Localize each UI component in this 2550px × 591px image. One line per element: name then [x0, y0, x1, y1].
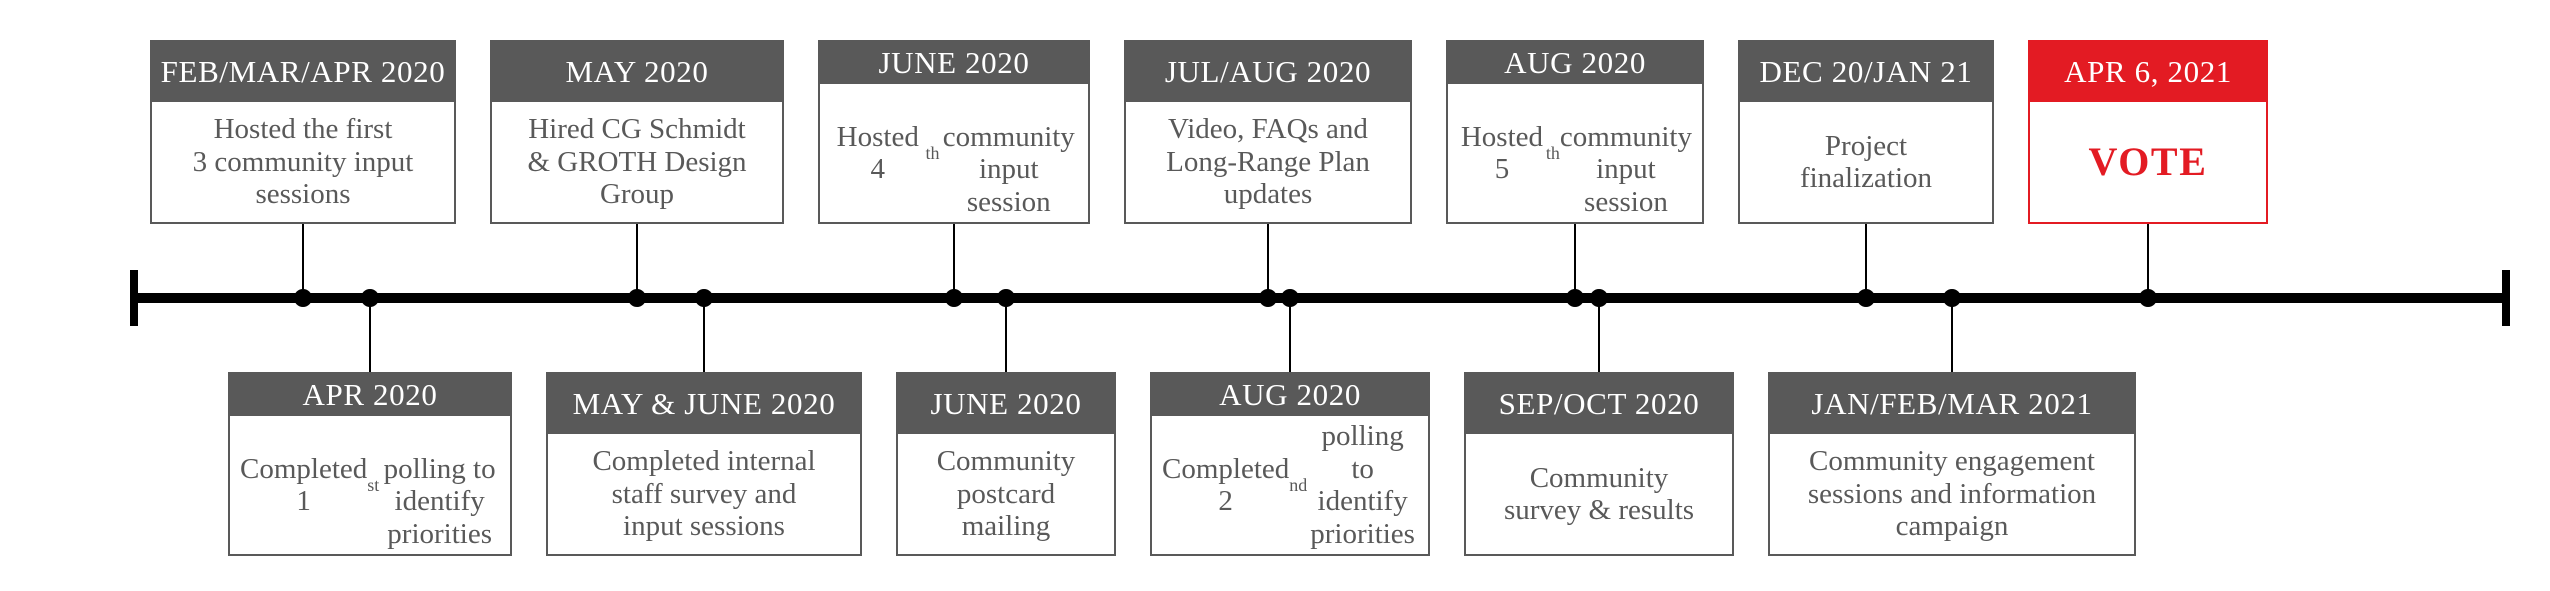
timeline-date: JUL/AUG 2020 [1126, 42, 1410, 102]
timeline-card-sep-oct-2020: SEP/OCT 2020Communitysurvey & results [1464, 372, 1734, 556]
timeline-dot [294, 289, 312, 307]
timeline-dot [997, 289, 1015, 307]
timeline-dot [628, 289, 646, 307]
timeline-date: APR 6, 2021 [2030, 42, 2266, 102]
timeline-date: FEB/MAR/APR 2020 [152, 42, 454, 102]
timeline-connector [1267, 224, 1269, 298]
timeline-card-apr-6-2021: APR 6, 2021VOTE [2028, 40, 2268, 224]
timeline-connector [1574, 224, 1576, 298]
timeline-desc: VOTE [2030, 102, 2266, 222]
timeline-connector [1598, 298, 1600, 372]
timeline-date: DEC 20/JAN 21 [1740, 42, 1992, 102]
timeline-dot [1857, 289, 1875, 307]
timeline-connector [953, 224, 955, 298]
timeline-card-feb-mar-apr-2020: FEB/MAR/APR 2020Hosted the first3 commun… [150, 40, 456, 224]
timeline-connector [1289, 298, 1291, 372]
timeline-card-aug-2020-bottom: AUG 2020Completed2nd polling toidentify … [1150, 372, 1430, 556]
timeline-dot [1943, 289, 1961, 307]
timeline-desc: Hosted 5thcommunityinput session [1448, 84, 1702, 222]
timeline-card-june-2020-top: JUNE 2020Hosted 4thcommunityinput sessio… [818, 40, 1090, 224]
timeline-card-june-2020-bottom: JUNE 2020Communitypostcardmailing [896, 372, 1116, 556]
timeline-date: AUG 2020 [1152, 374, 1428, 416]
timeline-dot [2139, 289, 2157, 307]
timeline-connector [636, 224, 638, 298]
timeline-card-aug-2020-top: AUG 2020Hosted 5thcommunityinput session [1446, 40, 1704, 224]
timeline-dot [1590, 289, 1608, 307]
timeline-desc: Hired CG Schmidt& GROTH DesignGroup [492, 102, 782, 222]
timeline-desc: Community engagementsessions and informa… [1770, 434, 2134, 554]
timeline-cap-right [2502, 270, 2510, 326]
timeline-date: JUNE 2020 [898, 374, 1114, 434]
timeline-desc: Communitysurvey & results [1466, 434, 1732, 554]
timeline-connector [2147, 224, 2149, 298]
timeline-date: AUG 2020 [1448, 42, 1702, 84]
timeline-date: MAY 2020 [492, 42, 782, 102]
timeline-date: JUNE 2020 [820, 42, 1088, 84]
timeline-dot [361, 289, 379, 307]
timeline-connector [1005, 298, 1007, 372]
timeline-connector [302, 224, 304, 298]
timeline-connector [703, 298, 705, 372]
timeline-date: MAY & JUNE 2020 [548, 374, 860, 434]
timeline-dot [695, 289, 713, 307]
timeline-card-dec20-jan21: DEC 20/JAN 21Projectfinalization [1738, 40, 1994, 224]
timeline-dot [1566, 289, 1584, 307]
timeline-dot [1281, 289, 1299, 307]
timeline-dot [945, 289, 963, 307]
timeline-date: SEP/OCT 2020 [1466, 374, 1732, 434]
timeline-connector [1865, 224, 1867, 298]
timeline-desc: Completed2nd polling toidentify prioriti… [1152, 416, 1428, 554]
timeline-card-apr-2020: APR 2020Completed 1stpolling to identify… [228, 372, 512, 556]
timeline-date: APR 2020 [230, 374, 510, 416]
timeline-card-jan-feb-mar-2021: JAN/FEB/MAR 2021Community engagementsess… [1768, 372, 2136, 556]
timeline-connector [369, 298, 371, 372]
timeline-desc: Communitypostcardmailing [898, 434, 1114, 554]
timeline-card-may-2020: MAY 2020Hired CG Schmidt& GROTH DesignGr… [490, 40, 784, 224]
timeline-desc: Video, FAQs andLong-Range Planupdates [1126, 102, 1410, 222]
timeline-desc: Hosted 4thcommunityinput session [820, 84, 1088, 222]
timeline-dot [1259, 289, 1277, 307]
timeline-desc: Projectfinalization [1740, 102, 1992, 222]
timeline-date: JAN/FEB/MAR 2021 [1770, 374, 2134, 434]
timeline-desc: Hosted the first3 community inputsession… [152, 102, 454, 222]
timeline-desc: Completed 1stpolling to identifyprioriti… [230, 416, 510, 554]
timeline-cap-left [130, 270, 138, 326]
timeline-desc: Completed internalstaff survey andinput … [548, 434, 860, 554]
timeline-card-jul-aug-2020: JUL/AUG 2020Video, FAQs andLong-Range Pl… [1124, 40, 1412, 224]
timeline-card-may-june-2020: MAY & JUNE 2020Completed internalstaff s… [546, 372, 862, 556]
timeline-connector [1951, 298, 1953, 372]
